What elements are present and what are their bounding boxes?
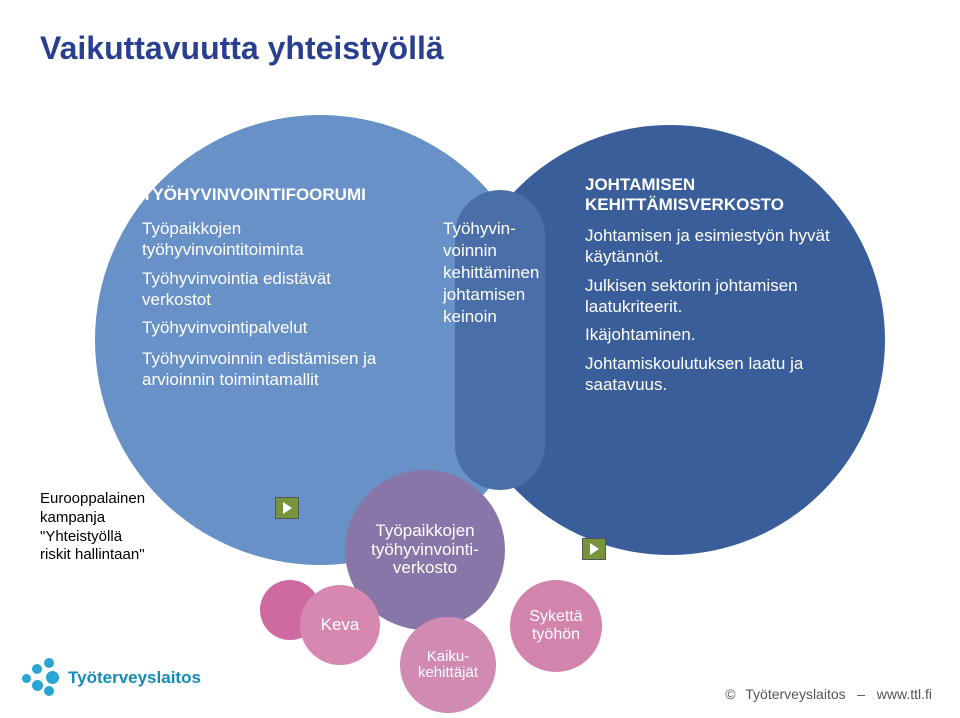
- circle-keva: Keva: [300, 585, 380, 665]
- circle-keva-label: Keva: [317, 612, 364, 639]
- org-logo: Työterveyslaitos: [18, 656, 201, 700]
- venn-right-heading: JOHTAMISEN KEHITTÄMISVERKOSTO: [585, 175, 865, 216]
- venn-left-item-2: Työhyvinvointipalvelut: [142, 318, 402, 338]
- footer-url: www.ttl.fi: [877, 686, 932, 702]
- campaign-line-0: Eurooppalainen: [40, 490, 145, 509]
- footer: © Työterveyslaitos – www.ttl.fi: [725, 686, 932, 702]
- campaign-text: Eurooppalainen kampanja "Yhteistyöllä ri…: [40, 490, 145, 565]
- campaign-line-2: "Yhteistyöllä: [40, 528, 145, 547]
- circle-network-label: Työpaikkojen työhyvinvointi­verkosto: [345, 518, 505, 582]
- play-icon-2: [582, 538, 606, 560]
- venn-right-item-1: Julkisen sektorin johtamisen laatukritee…: [585, 275, 875, 318]
- venn-left-item-0: Työpaikkojen työhyvinvointitoiminta: [142, 218, 402, 261]
- venn-left-item-3: Työhyvinvoinnin edistämisen ja arvioinni…: [142, 348, 432, 391]
- campaign-line-3: riskit hallintaan": [40, 546, 145, 565]
- copyright-icon: ©: [725, 686, 735, 702]
- circle-syketta: Sykettä työhön: [510, 580, 602, 672]
- circle-syketta-label: Sykettä työhön: [510, 604, 602, 647]
- circle-kaiku: Kaiku­kehittäjät: [400, 617, 496, 713]
- slide-title: Vaikuttavuutta yhteistyöllä: [40, 30, 444, 67]
- venn-right-item-2: Ikäjohtaminen.: [585, 325, 865, 345]
- play-icon-1: [275, 497, 299, 519]
- campaign-line-1: kampanja: [40, 509, 145, 528]
- logo-dots-icon: [18, 656, 62, 700]
- logo-text: Työterveyslaitos: [68, 668, 201, 688]
- footer-org: Työterveyslaitos: [745, 686, 845, 702]
- slide-root: Vaikuttavuutta yhteistyöllä TYÖHYVINVOIN…: [0, 0, 960, 718]
- venn-right-item-3: Johtamiskoulutuksen laatu ja saatavuus.: [585, 353, 875, 396]
- footer-sep: –: [857, 686, 865, 702]
- venn-right-item-0: Johtamisen ja esimiestyön hyvät käytännö…: [585, 225, 865, 268]
- circle-kaiku-label: Kaiku­kehittäjät: [400, 645, 496, 686]
- venn-overlap-text: Työhyvin­voinnin kehittäminen johtamisen…: [443, 218, 563, 328]
- venn-left-item-1: Työhyvinvointia edistävät verkostot: [142, 268, 402, 311]
- venn-left-heading: TYÖHYVINVOINTIFOORUMI: [142, 185, 442, 205]
